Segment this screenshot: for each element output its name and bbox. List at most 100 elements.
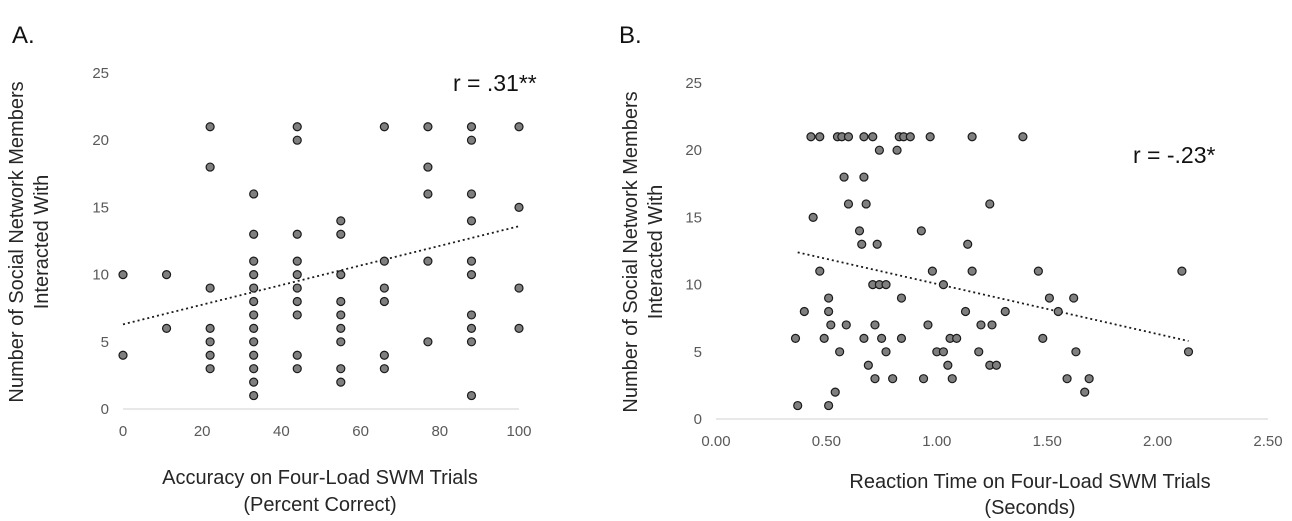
data-point — [947, 374, 957, 384]
correlation-annotation-a: r = .31** — [453, 70, 537, 96]
data-point — [854, 226, 865, 236]
y-axis-label-a-line2: Interacted With — [31, 175, 53, 310]
data-point — [952, 333, 962, 343]
data-point — [379, 256, 389, 266]
data-point — [292, 256, 302, 266]
data-point — [830, 387, 840, 397]
y-tick-label: 10 — [685, 277, 702, 294]
data-point — [249, 364, 259, 374]
y-tick-label: 15 — [92, 199, 109, 216]
data-point — [336, 377, 346, 387]
data-point — [1183, 347, 1194, 357]
data-point — [161, 323, 172, 333]
x-tick-label: 20 — [194, 423, 211, 440]
x-tick-label: 80 — [431, 423, 448, 440]
data-point — [923, 320, 933, 330]
data-point — [466, 135, 477, 145]
data-point — [292, 310, 302, 320]
data-point — [336, 310, 346, 320]
panel-label-a: A. — [12, 22, 35, 49]
data-point — [466, 390, 477, 401]
data-point — [1071, 347, 1081, 357]
y-tick-label: 20 — [685, 142, 702, 159]
data-point — [1033, 266, 1043, 276]
data-point — [881, 280, 891, 290]
data-point — [799, 306, 809, 317]
data-point — [514, 283, 524, 293]
data-point — [861, 199, 871, 209]
data-point — [843, 199, 854, 209]
data-point — [423, 256, 433, 266]
data-point — [938, 347, 949, 357]
data-point — [292, 364, 302, 374]
data-point — [249, 229, 259, 239]
data-point — [205, 350, 215, 360]
data-point — [466, 323, 477, 333]
panel-label-b: B. — [619, 22, 642, 49]
x-ticks-b: 0.00 0.50 1.00 1.50 2.00 2.50 — [701, 433, 1282, 450]
data-point — [292, 283, 302, 293]
data-point — [824, 400, 834, 411]
data-point — [896, 333, 907, 343]
data-point — [118, 270, 128, 280]
data-point — [976, 320, 986, 330]
data-point — [292, 135, 302, 145]
data-point — [292, 229, 302, 239]
data-point — [205, 122, 215, 132]
data-point — [826, 320, 836, 330]
y-axis-label-b-line2: Interacted With — [645, 185, 667, 320]
x-ticks-a: 0 20 40 60 80 100 — [119, 423, 532, 440]
data-point — [514, 122, 524, 132]
data-point — [466, 216, 477, 226]
data-point — [892, 145, 902, 155]
data-point — [857, 239, 867, 249]
chart-a: A. 0 5 10 15 20 25 0 20 40 60 80 100 r = .31** Num… — [6, 22, 537, 516]
data-point — [423, 122, 433, 132]
data-point — [466, 189, 477, 199]
data-point — [423, 189, 433, 199]
data-point — [118, 350, 128, 360]
y-tick-label: 5 — [694, 344, 702, 361]
data-point — [960, 306, 971, 317]
x-tick-label: 60 — [352, 423, 369, 440]
data-point — [336, 296, 346, 307]
data-point — [249, 310, 259, 320]
data-point — [790, 333, 801, 343]
data-point — [872, 239, 882, 249]
data-point — [379, 296, 389, 307]
data-point — [835, 347, 845, 357]
data-point — [870, 374, 880, 384]
data-point — [249, 390, 259, 401]
data-point — [824, 293, 834, 303]
data-point — [896, 293, 907, 303]
data-point — [1080, 387, 1090, 397]
x-tick-label: 40 — [273, 423, 290, 440]
data-point — [876, 333, 887, 343]
data-point — [292, 122, 302, 132]
x-axis-label-a-line2: (Percent Correct) — [243, 494, 396, 516]
data-point — [205, 162, 215, 172]
data-point — [905, 132, 915, 142]
data-point — [1177, 266, 1187, 276]
data-point — [466, 337, 477, 347]
x-tick-label: 1.50 — [1033, 433, 1062, 450]
data-point — [249, 296, 259, 307]
data-point — [249, 283, 259, 293]
data-point — [815, 266, 825, 276]
data-point — [1062, 374, 1072, 384]
trendline-a — [122, 225, 520, 326]
data-point — [987, 320, 997, 330]
data-point — [1084, 374, 1094, 384]
data-point — [991, 360, 1002, 370]
x-tick-label: 2.50 — [1253, 433, 1282, 450]
points-a — [118, 122, 524, 401]
data-point — [205, 283, 215, 293]
data-point — [249, 270, 259, 280]
data-point — [466, 122, 477, 132]
data-point — [985, 199, 995, 209]
data-point — [514, 202, 524, 212]
data-point — [819, 333, 829, 343]
y-tick-label: 0 — [694, 411, 702, 428]
data-point — [1000, 306, 1010, 317]
y-axis-label-a-line1: Number of Social Network Members — [6, 81, 28, 402]
